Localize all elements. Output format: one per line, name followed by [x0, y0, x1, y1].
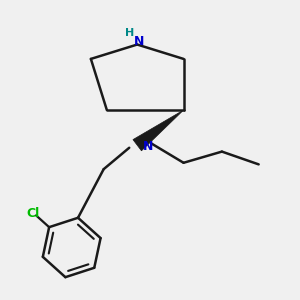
Text: Cl: Cl: [26, 207, 40, 220]
Text: N: N: [143, 140, 154, 153]
Text: N: N: [134, 35, 144, 49]
Polygon shape: [133, 110, 184, 151]
Text: H: H: [124, 28, 134, 38]
